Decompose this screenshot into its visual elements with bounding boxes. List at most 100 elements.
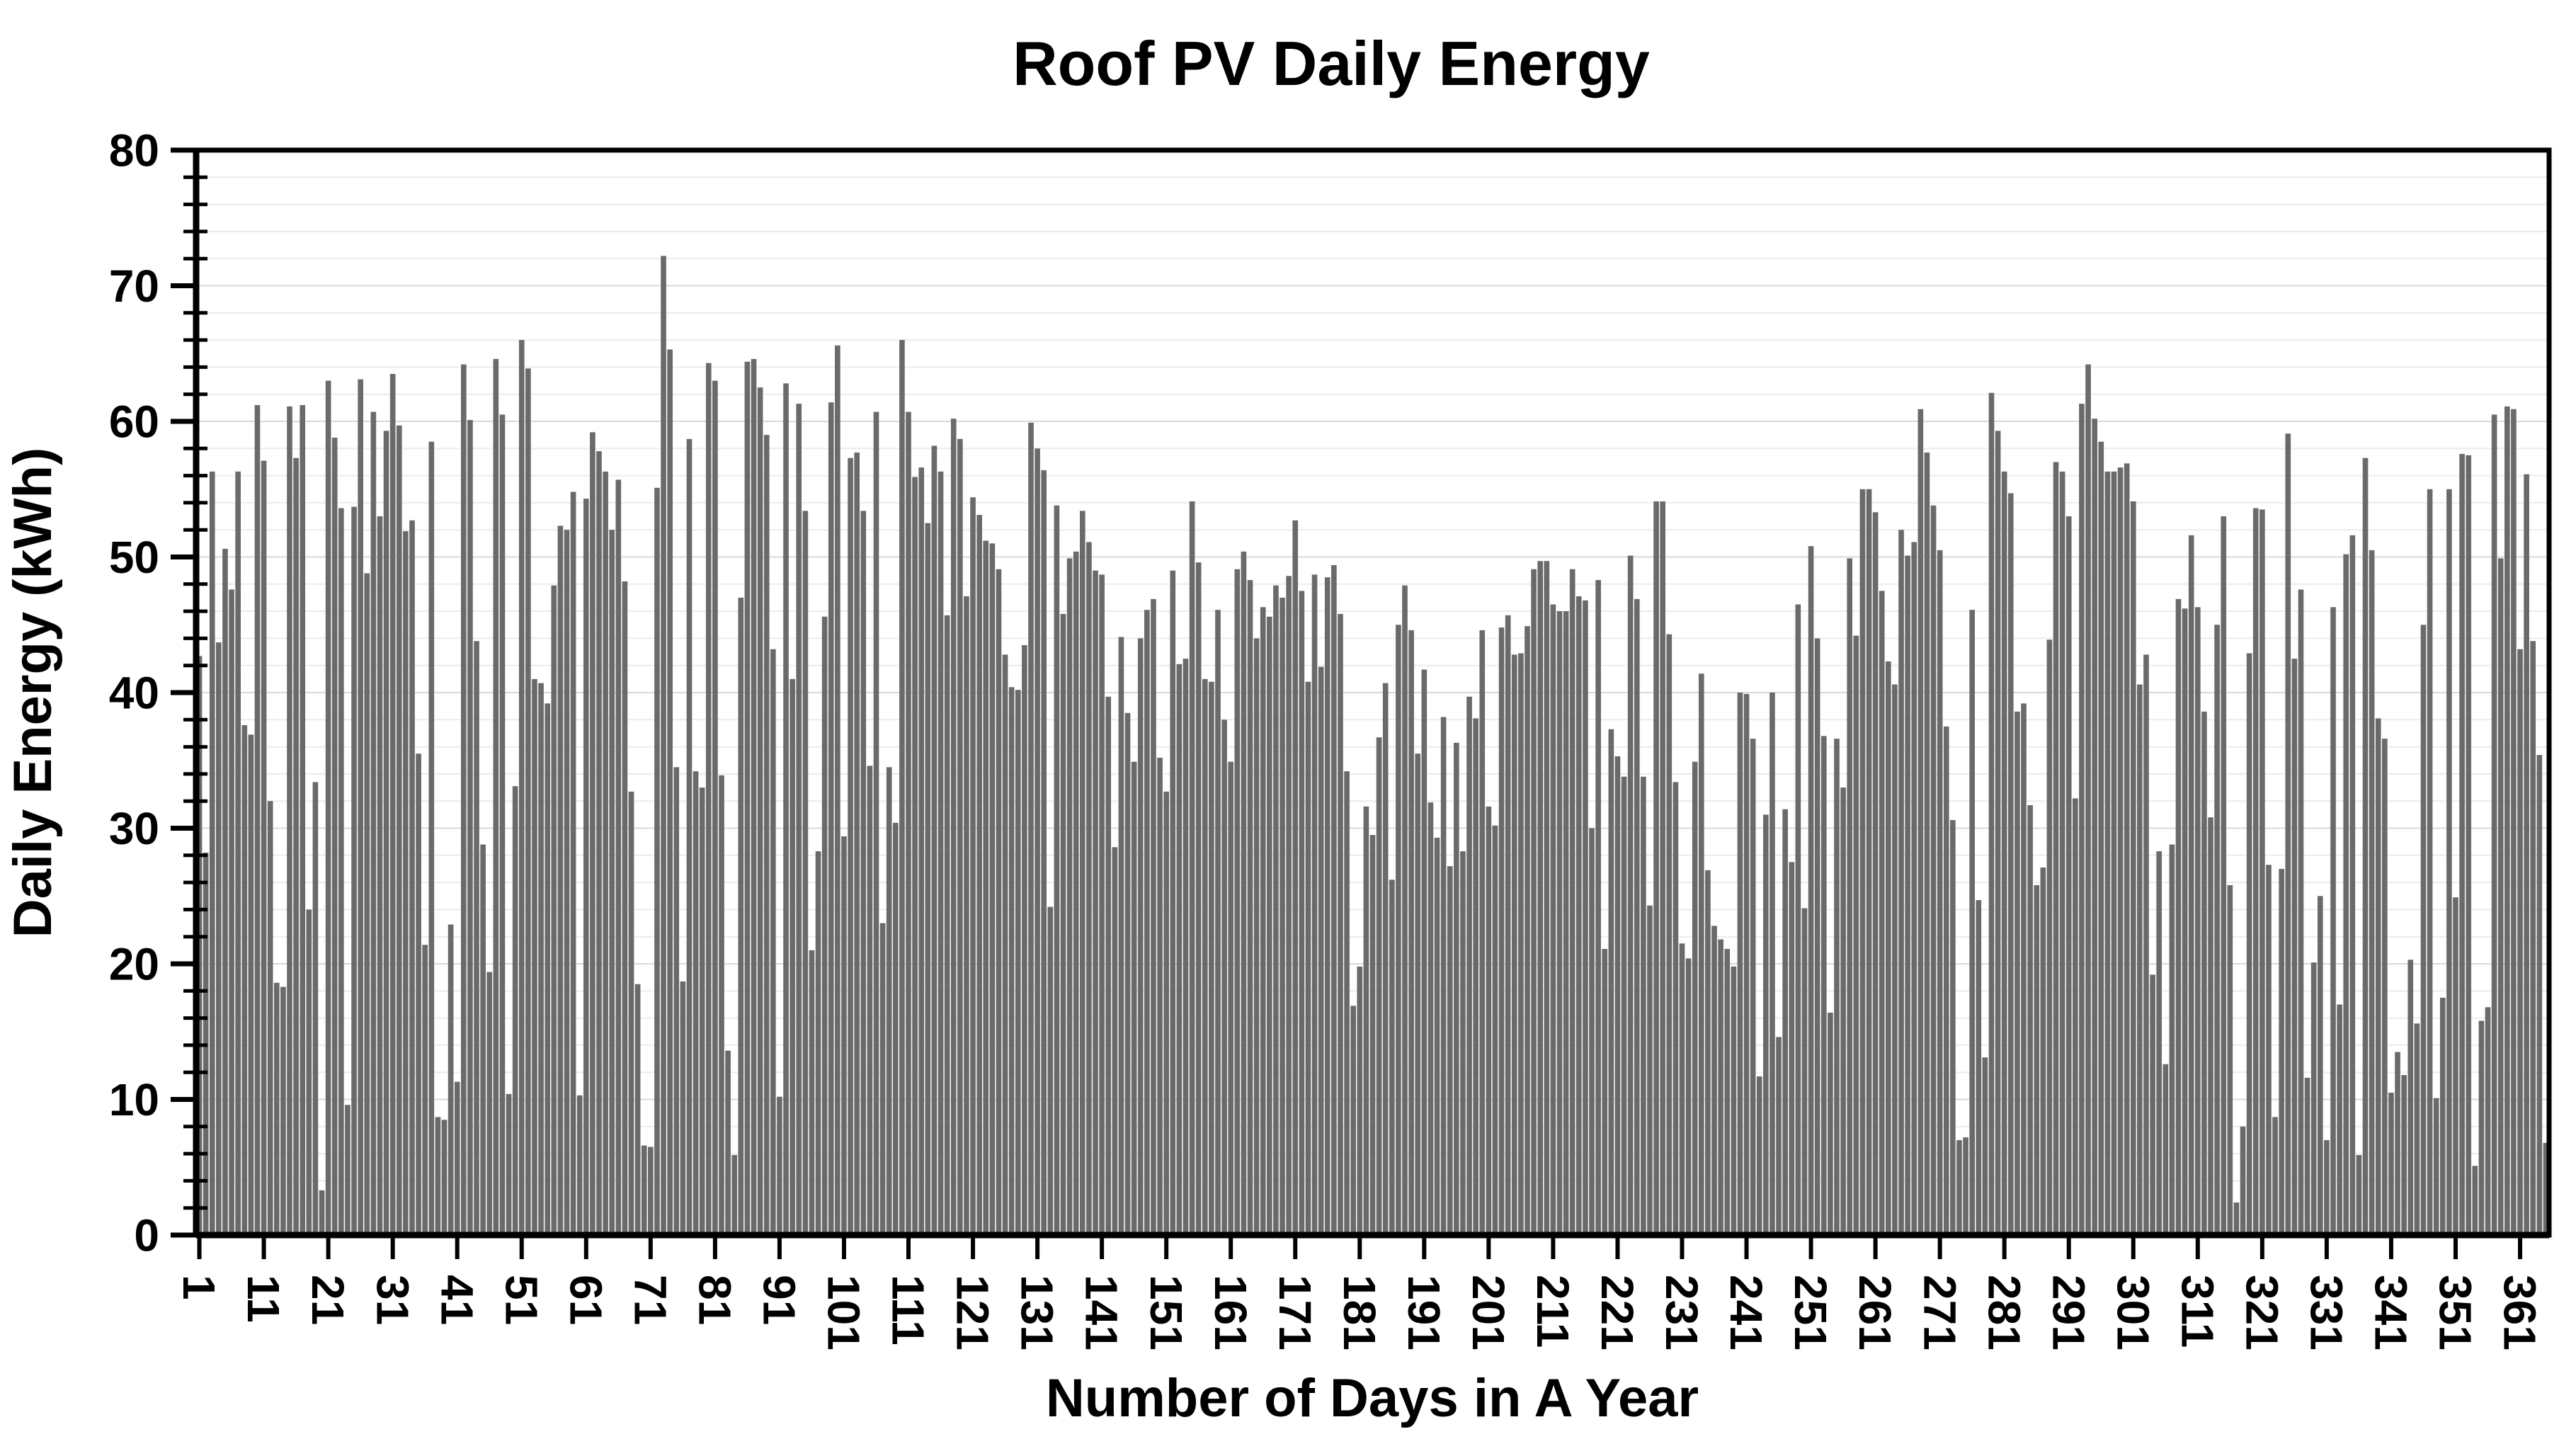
bar-day-356 (2485, 1007, 2491, 1235)
bar-day-135 (1060, 613, 1066, 1235)
bar-day-278 (1982, 1057, 1988, 1235)
y-tick-label: 10 (109, 1074, 159, 1125)
x-tick-label: 71 (625, 1275, 676, 1325)
bar-day-263 (1886, 661, 1891, 1235)
x-tick-label: 211 (1527, 1275, 1578, 1348)
bar-day-269 (1924, 453, 1930, 1236)
bar-day-170 (1286, 576, 1292, 1235)
x-tick-label: 181 (1334, 1275, 1385, 1350)
bar-day-219 (1602, 948, 1608, 1235)
bar-day-228 (1660, 501, 1666, 1235)
bar-day-177 (1331, 564, 1337, 1235)
bar-day-335 (2349, 535, 2356, 1235)
bar-day-161 (1228, 761, 1234, 1235)
bar-day-43 (467, 420, 473, 1236)
bar-day-115 (931, 445, 937, 1235)
bar-day-136 (1066, 558, 1073, 1235)
bar-day-36 (422, 945, 428, 1235)
bar-day-144 (1118, 637, 1124, 1235)
y-tick-label: 40 (109, 667, 159, 718)
bar-day-317 (2233, 1202, 2240, 1235)
bar-day-203 (1498, 627, 1505, 1235)
bar-day-297 (2104, 471, 2111, 1235)
bar-day-261 (1872, 512, 1879, 1235)
bar-day-3 (209, 471, 215, 1235)
y-axis-ticks: 0 10 20 30 40 50 60 70 80 (109, 125, 207, 1261)
bar-day-207 (1524, 626, 1530, 1235)
x-tick-label: 151 (1141, 1275, 1192, 1350)
bar-day-129 (1022, 644, 1027, 1235)
bar-day-149 (1151, 598, 1156, 1235)
bar-day-78 (693, 771, 699, 1235)
bar-day-99 (828, 402, 834, 1236)
x-tick-label: 341 (2366, 1275, 2417, 1350)
bar-day-63 (596, 451, 602, 1235)
bar-day-12 (267, 801, 273, 1235)
bar-day-363 (2530, 641, 2536, 1235)
bar-day-288 (2046, 639, 2053, 1235)
bar-day-246 (1776, 1037, 1782, 1235)
bar-day-212 (1556, 611, 1563, 1235)
bar-day-311 (2195, 607, 2201, 1235)
bar-day-79 (699, 787, 705, 1235)
bar-day-65 (609, 530, 615, 1235)
bar-day-267 (1911, 542, 1917, 1235)
bar-day-14 (280, 986, 286, 1235)
bar-day-247 (1782, 809, 1788, 1235)
bar-day-324 (2279, 868, 2285, 1235)
bar-day-60 (576, 1095, 583, 1235)
bar-day-23 (338, 508, 344, 1235)
x-tick-label: 131 (1012, 1275, 1063, 1350)
bar-day-343 (2401, 1075, 2407, 1235)
bar-day-342 (2395, 1052, 2400, 1235)
bar-day-179 (1344, 771, 1350, 1235)
bar-day-85 (738, 597, 744, 1235)
bar-day-49 (506, 1093, 512, 1235)
bar-day-105 (867, 766, 873, 1235)
bar-day-111 (906, 411, 911, 1235)
bar-day-9 (248, 734, 254, 1235)
bar-day-59 (570, 491, 576, 1235)
bar-day-349 (2439, 997, 2446, 1235)
bar-day-354 (2472, 1166, 2478, 1235)
bar-day-242 (1750, 739, 1756, 1235)
bar-day-187 (1396, 625, 1401, 1235)
bar-day-82 (719, 775, 724, 1235)
bar-day-209 (1537, 561, 1544, 1235)
bar-day-118 (950, 419, 957, 1236)
bar-day-55 (545, 703, 550, 1235)
bar-day-230 (1672, 782, 1679, 1235)
x-tick-label: 161 (1205, 1275, 1256, 1350)
bar-day-110 (899, 340, 905, 1236)
bar-day-72 (654, 487, 660, 1236)
bar-day-331 (2324, 1139, 2330, 1235)
bar-day-24 (345, 1105, 351, 1235)
x-tick-label: 321 (2236, 1275, 2287, 1350)
bar-day-4 (216, 642, 222, 1235)
y-tick-label: 80 (109, 125, 159, 176)
bar-day-237 (1718, 939, 1723, 1235)
bar-day-302 (2137, 684, 2143, 1235)
bar-day-345 (2414, 1023, 2420, 1235)
y-tick-label: 20 (109, 938, 159, 989)
bar-day-52 (525, 368, 531, 1236)
bar-day-100 (835, 345, 840, 1235)
bar-day-81 (712, 380, 718, 1235)
x-tick-label: 281 (1978, 1275, 2029, 1350)
x-tick-label: 41 (431, 1275, 482, 1325)
bar-day-29 (377, 516, 383, 1235)
bar-day-353 (2466, 455, 2472, 1235)
bar-day-39 (441, 1120, 448, 1235)
bar-day-80 (705, 363, 712, 1235)
bar-day-25 (351, 506, 357, 1235)
bar-day-70 (641, 1145, 647, 1235)
bar-day-66 (615, 479, 622, 1235)
bar-day-92 (783, 383, 789, 1235)
bar-day-183 (1369, 835, 1376, 1235)
y-tick-label: 30 (109, 803, 159, 854)
bar-day-116 (937, 471, 944, 1235)
bar-day-320 (2252, 508, 2259, 1235)
bar-day-106 (873, 411, 879, 1235)
bar-day-286 (2034, 885, 2040, 1235)
bar-day-31 (389, 373, 396, 1235)
